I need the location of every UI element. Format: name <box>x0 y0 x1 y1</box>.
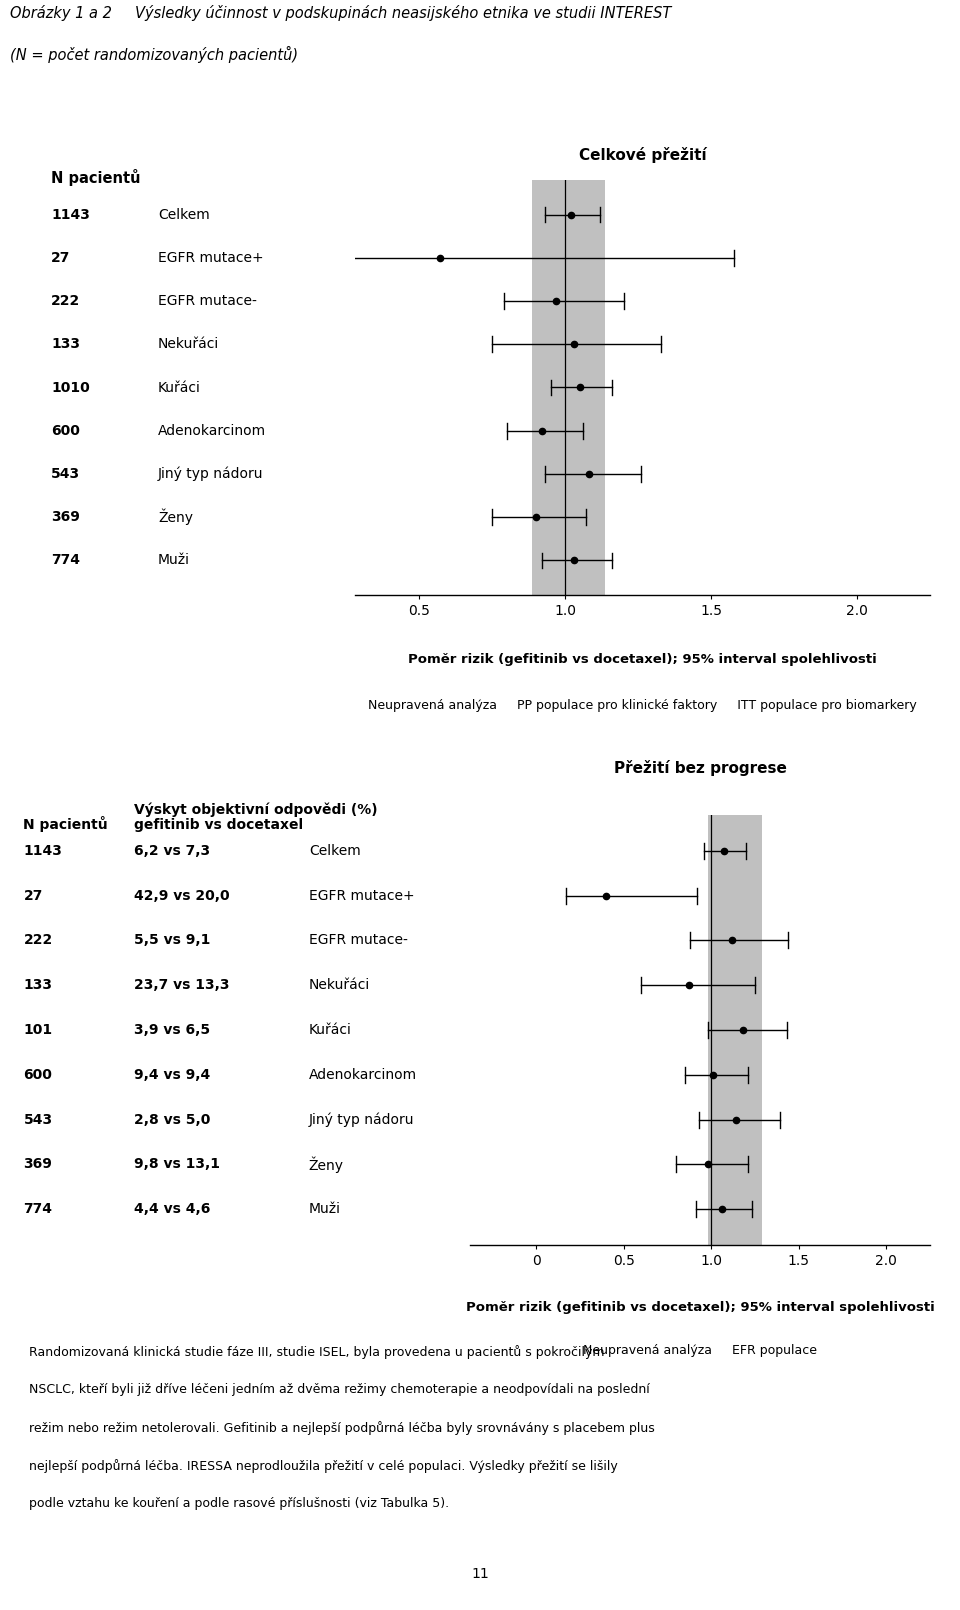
Text: Randomizovaná klinická studie fáze III, studie ISEL, byla provedena u pacientů s: Randomizovaná klinická studie fáze III, … <box>29 1344 604 1359</box>
Text: 2,8 vs 5,0: 2,8 vs 5,0 <box>133 1113 210 1127</box>
Text: Přežití bez progrese: Přežití bez progrese <box>613 760 786 776</box>
Text: EGFR mutace+: EGFR mutace+ <box>158 251 264 264</box>
Text: Neupravená analýza     PP populace pro klinické faktory     ITT populace pro bio: Neupravená analýza PP populace pro klini… <box>368 699 917 712</box>
Text: Kuřáci: Kuřáci <box>158 380 201 394</box>
Text: 3,9 vs 6,5: 3,9 vs 6,5 <box>133 1022 210 1037</box>
Text: Nekuřáci: Nekuřáci <box>309 979 371 992</box>
Text: 600: 600 <box>23 1067 52 1082</box>
Text: NSCLC, kteří byli již dříve léčeni jedním až dvěma režimy chemoterapie a neodpov: NSCLC, kteří byli již dříve léčeni jední… <box>29 1383 650 1396</box>
Text: 222: 222 <box>23 934 53 947</box>
Text: 9,8 vs 13,1: 9,8 vs 13,1 <box>133 1158 220 1172</box>
Text: režim nebo režim netolerovali. Gefitinib a nejlepší podpůrná léčba byly srovnává: režim nebo režim netolerovali. Gefitinib… <box>29 1422 655 1435</box>
Text: 774: 774 <box>51 554 80 567</box>
Text: N pacientů: N pacientů <box>51 169 140 187</box>
Text: 1143: 1143 <box>51 208 90 222</box>
Text: Poměr rizik (gefitinib vs docetaxel); 95% interval spolehlivosti: Poměr rizik (gefitinib vs docetaxel); 95… <box>408 654 876 667</box>
Text: nejlepší podpůrná léčba. IRESSA neprodloužila přežití v celé populaci. Výsledky : nejlepší podpůrná léčba. IRESSA neprodlo… <box>29 1459 617 1473</box>
Text: 6,2 vs 7,3: 6,2 vs 7,3 <box>133 844 210 858</box>
Text: 4,4 vs 4,6: 4,4 vs 4,6 <box>133 1203 210 1216</box>
Text: Neupravená analýza     EFR populace: Neupravená analýza EFR populace <box>583 1344 817 1357</box>
Text: 27: 27 <box>23 889 43 903</box>
Text: EGFR mutace+: EGFR mutace+ <box>309 889 415 903</box>
Text: Výskyt objektivní odpovědi (%): Výskyt objektivní odpovědi (%) <box>133 803 377 818</box>
Text: 133: 133 <box>51 336 80 351</box>
Text: 600: 600 <box>51 423 80 438</box>
Text: Celkem: Celkem <box>309 844 361 858</box>
Text: Jiný typ nádoru: Jiný typ nádoru <box>309 1113 415 1127</box>
Text: (N = počet randomizovaných pacientů): (N = počet randomizovaných pacientů) <box>10 47 298 63</box>
Text: Celkem: Celkem <box>158 208 210 222</box>
Text: Ženy: Ženy <box>158 509 193 525</box>
Text: Obrázky 1 a 2     Výsledky účinnost v podskupinách neasijského etnika ve studii : Obrázky 1 a 2 Výsledky účinnost v podsku… <box>10 5 671 21</box>
Text: Poměr rizik (gefitinib vs docetaxel); 95% interval spolehlivosti: Poměr rizik (gefitinib vs docetaxel); 95… <box>466 1301 934 1314</box>
Text: EGFR mutace-: EGFR mutace- <box>309 934 408 947</box>
Text: Jiný typ nádoru: Jiný typ nádoru <box>158 467 264 481</box>
Text: N pacientů: N pacientů <box>23 816 108 832</box>
Text: 369: 369 <box>23 1158 52 1172</box>
Text: 543: 543 <box>51 467 81 481</box>
Text: 222: 222 <box>51 295 81 308</box>
Text: Adenokarcinom: Adenokarcinom <box>309 1067 417 1082</box>
Text: podle vztahu ke kouření a podle rasové příslušnosti (viz Tabulka 5).: podle vztahu ke kouření a podle rasové p… <box>29 1497 449 1510</box>
Bar <box>532 180 605 596</box>
Text: 23,7 vs 13,3: 23,7 vs 13,3 <box>133 979 229 992</box>
Text: Muži: Muži <box>158 554 190 567</box>
Text: 42,9 vs 20,0: 42,9 vs 20,0 <box>133 889 229 903</box>
Text: Nekuřáci: Nekuřáci <box>158 336 220 351</box>
Text: 543: 543 <box>23 1113 53 1127</box>
Text: 369: 369 <box>51 510 80 525</box>
Text: Celkové přežití: Celkové přežití <box>579 148 707 163</box>
Text: 1143: 1143 <box>23 844 62 858</box>
Text: 27: 27 <box>51 251 70 264</box>
Text: gefitinib vs docetaxel: gefitinib vs docetaxel <box>133 818 303 832</box>
Text: 101: 101 <box>23 1022 53 1037</box>
Text: EGFR mutace-: EGFR mutace- <box>158 295 257 308</box>
Bar <box>708 815 762 1245</box>
Text: 774: 774 <box>23 1203 53 1216</box>
Text: Adenokarcinom: Adenokarcinom <box>158 423 266 438</box>
Text: 9,4 vs 9,4: 9,4 vs 9,4 <box>133 1067 210 1082</box>
Text: 11: 11 <box>471 1567 489 1581</box>
Text: Kuřáci: Kuřáci <box>309 1022 351 1037</box>
Text: 133: 133 <box>23 979 53 992</box>
Text: 1010: 1010 <box>51 380 90 394</box>
Text: Muži: Muži <box>309 1203 341 1216</box>
Text: 5,5 vs 9,1: 5,5 vs 9,1 <box>133 934 210 947</box>
Text: Ženy: Ženy <box>309 1156 344 1172</box>
